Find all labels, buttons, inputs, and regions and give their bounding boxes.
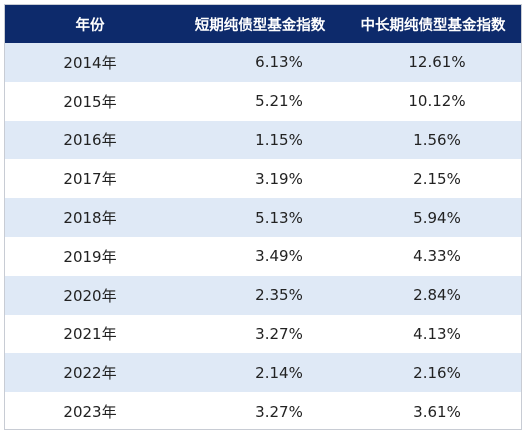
table-row: 2018年 5.13% 5.94%	[5, 198, 521, 237]
short-term-value-cell: 3.19%	[175, 159, 345, 199]
short-term-value-cell: 5.21%	[175, 81, 345, 121]
short-term-value-cell: 6.13%	[175, 43, 345, 82]
year-cell: 2019年	[5, 236, 175, 276]
returns-table: 年份 短期纯债型基金指数 中长期纯债型基金指数 2014年 6.13% 12.61%…	[5, 5, 521, 429]
table-row: 2017年 3.19% 2.15%	[5, 159, 521, 199]
mid-long-term-value-cell: 1.56%	[345, 120, 521, 160]
table-row: 2015年 5.21% 10.12%	[5, 81, 521, 121]
year-cell: 2021年	[5, 314, 175, 354]
mid-long-term-value-cell: 3.61%	[345, 392, 521, 429]
year-cell: 2016年	[5, 120, 175, 160]
mid-long-term-value-cell: 2.84%	[345, 275, 521, 315]
header-short-term-index: 短期纯债型基金指数	[175, 5, 345, 43]
mid-long-term-value-cell: 2.16%	[345, 353, 521, 393]
year-cell: 2014年	[5, 43, 175, 82]
year-cell: 2015年	[5, 81, 175, 121]
short-term-value-cell: 1.15%	[175, 120, 345, 160]
returns-table-container: 年份 短期纯债型基金指数 中长期纯债型基金指数 2014年 6.13% 12.61%…	[4, 4, 522, 430]
mid-long-term-value-cell: 12.61%	[345, 43, 521, 82]
header-row: 年份 短期纯债型基金指数 中长期纯债型基金指数	[5, 5, 521, 43]
mid-long-term-value-cell: 4.33%	[345, 236, 521, 276]
table-row: 2021年 3.27% 4.13%	[5, 314, 521, 354]
year-cell: 2017年	[5, 159, 175, 199]
short-term-value-cell: 5.13%	[175, 198, 345, 237]
mid-long-term-value-cell: 5.94%	[345, 198, 521, 237]
year-cell: 2023年	[5, 392, 175, 429]
header-year: 年份	[5, 5, 175, 43]
table-row: 2020年 2.35% 2.84%	[5, 275, 521, 315]
short-term-value-cell: 3.49%	[175, 236, 345, 276]
short-term-value-cell: 3.27%	[175, 392, 345, 429]
mid-long-term-value-cell: 2.15%	[345, 159, 521, 199]
short-term-value-cell: 3.27%	[175, 314, 345, 354]
mid-long-term-value-cell: 10.12%	[345, 81, 521, 121]
table-body: 2014年 6.13% 12.61% 2015年 5.21% 10.12% 2016年 1.1…	[5, 43, 521, 429]
year-cell: 2022年	[5, 353, 175, 393]
year-cell: 2020年	[5, 275, 175, 315]
table-row: 2023年 3.27% 3.61%	[5, 392, 521, 429]
year-cell: 2018年	[5, 198, 175, 237]
short-term-value-cell: 2.35%	[175, 275, 345, 315]
table-row: 2014年 6.13% 12.61%	[5, 43, 521, 82]
header-mid-long-term-index: 中长期纯债型基金指数	[345, 5, 521, 43]
table-row: 2019年 3.49% 4.33%	[5, 236, 521, 276]
mid-long-term-value-cell: 4.13%	[345, 314, 521, 354]
table-row: 2016年 1.15% 1.56%	[5, 120, 521, 160]
table-header: 年份 短期纯债型基金指数 中长期纯债型基金指数	[5, 5, 521, 43]
table-row: 2022年 2.14% 2.16%	[5, 353, 521, 393]
short-term-value-cell: 2.14%	[175, 353, 345, 393]
